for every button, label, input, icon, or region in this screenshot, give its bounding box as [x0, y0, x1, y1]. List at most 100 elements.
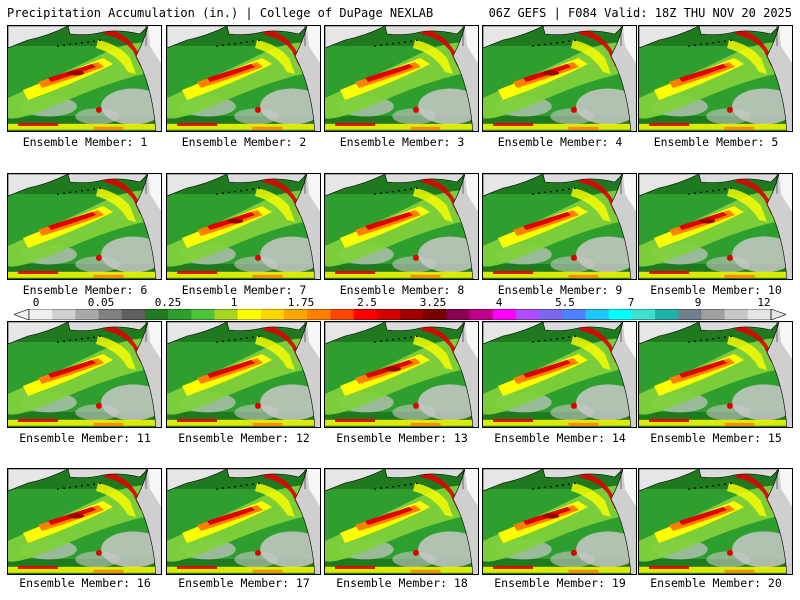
ensemble-member-caption: Ensemble Member: 6 [22, 283, 148, 297]
ensemble-member-caption: Ensemble Member: 17 [178, 576, 310, 590]
ensemble-map-panel [638, 468, 793, 575]
colorbar-tick-label: 3.25 [419, 296, 447, 309]
colorbar-tick-label: 1 [230, 296, 238, 309]
colorbar-swatch [284, 309, 308, 320]
colorbar-swatch [747, 309, 772, 320]
ensemble-map-panel [482, 173, 637, 280]
colorbar-swatch [144, 309, 169, 320]
ensemble-member-caption: Ensemble Member: 18 [336, 576, 468, 590]
ensemble-map-panel [324, 25, 479, 132]
ensemble-member-caption: Ensemble Member: 4 [497, 135, 623, 149]
colorbar-swatch [75, 309, 100, 320]
precipitation-map [639, 174, 792, 279]
precipitation-map [167, 469, 320, 574]
precipitation-map [639, 322, 792, 427]
colorbar-min-arrow [14, 309, 30, 320]
colorbar-swatch [307, 309, 331, 320]
ensemble-member-caption: Ensemble Member: 2 [181, 135, 307, 149]
ensemble-member-caption: Ensemble Member: 13 [336, 431, 468, 445]
ensemble-member-caption: Ensemble Member: 1 [22, 135, 148, 149]
colorbar-swatch [631, 309, 656, 320]
precipitation-map [167, 322, 320, 427]
colorbar-swatch [724, 309, 749, 320]
colorbar-swatch [655, 309, 679, 320]
colorbar-tick-label: 0.25 [154, 296, 182, 309]
precipitation-map [8, 322, 161, 427]
colorbar-swatch [423, 309, 447, 320]
colorbar-swatch [701, 309, 726, 320]
colorbar-swatch [400, 309, 424, 320]
ensemble-map-panel [166, 173, 321, 280]
ensemble-map-panel [7, 25, 162, 132]
precipitation-map [167, 174, 320, 279]
colorbar-swatch [446, 309, 471, 320]
model-run-info: 06Z GEFS | F084 Valid: 18Z THU NOV 20 20… [488, 6, 792, 20]
colorbar-swatch [562, 309, 586, 320]
precipitation-map [325, 174, 478, 279]
precipitation-map [483, 469, 636, 574]
ensemble-map-panel [166, 25, 321, 132]
ensemble-member-caption: Ensemble Member: 12 [178, 431, 310, 445]
ensemble-map-panel [324, 173, 479, 280]
precipitation-map [325, 469, 478, 574]
colorbar-swatch [608, 309, 633, 320]
colorbar-swatch [29, 309, 53, 320]
colorbar-swatch [539, 309, 563, 320]
colorbar-swatch [98, 309, 123, 320]
colorbar-swatch [237, 309, 262, 320]
precipitation-map [483, 322, 636, 427]
ensemble-member-caption: Ensemble Member: 7 [181, 283, 307, 297]
ensemble-map-panel [482, 25, 637, 132]
ensemble-member-caption: Ensemble Member: 5 [653, 135, 779, 149]
precipitation-map [325, 26, 478, 131]
colorbar-swatch [191, 309, 215, 320]
ensemble-map-panel [166, 321, 321, 428]
ensemble-map-panel [638, 173, 793, 280]
precipitation-colorbar [14, 309, 786, 320]
ensemble-member-caption: Ensemble Member: 20 [650, 576, 782, 590]
ensemble-map-panel [324, 468, 479, 575]
ensemble-member-caption: Ensemble Member: 14 [494, 431, 626, 445]
ensemble-member-caption: Ensemble Member: 11 [19, 431, 151, 445]
ensemble-member-caption: Ensemble Member: 10 [650, 283, 782, 297]
precipitation-map [325, 322, 478, 427]
colorbar-tick-label: 4 [495, 296, 503, 309]
colorbar-swatch [376, 309, 401, 320]
colorbar-swatch [492, 309, 517, 320]
colorbar-swatch [330, 309, 355, 320]
ensemble-map-panel [638, 321, 793, 428]
ensemble-member-caption: Ensemble Member: 16 [19, 576, 151, 590]
colorbar-max-arrow [770, 309, 786, 320]
colorbar-swatch [168, 309, 192, 320]
precipitation-map [639, 26, 792, 131]
precipitation-map [8, 26, 161, 131]
precipitation-map [483, 26, 636, 131]
ensemble-map-panel [638, 25, 793, 132]
ensemble-member-caption: Ensemble Member: 3 [339, 135, 465, 149]
colorbar-swatch [585, 309, 610, 320]
ensemble-member-caption: Ensemble Member: 19 [494, 576, 626, 590]
colorbar-tick-label: 0 [32, 296, 40, 309]
ensemble-map-panel [166, 468, 321, 575]
colorbar-tick-label: 0.05 [87, 296, 115, 309]
ensemble-map-panel [7, 173, 162, 280]
colorbar-tick-label: 9 [694, 296, 702, 309]
precipitation-map [167, 26, 320, 131]
precipitation-map [483, 174, 636, 279]
colorbar-swatch [214, 309, 239, 320]
colorbar-swatch [353, 309, 378, 320]
ensemble-map-panel [482, 468, 637, 575]
ensemble-map-panel [7, 321, 162, 428]
ensemble-member-caption: Ensemble Member: 15 [650, 431, 782, 445]
chart-title: Precipitation Accumulation (in.) | Colle… [7, 6, 434, 20]
precipitation-map [8, 174, 161, 279]
ensemble-map-panel [482, 321, 637, 428]
colorbar-tick-label: 7 [627, 296, 635, 309]
colorbar-tick-label: 1.75 [287, 296, 315, 309]
colorbar-swatch [121, 309, 146, 320]
colorbar-tick-label: 5.5 [555, 296, 575, 309]
ensemble-member-caption: Ensemble Member: 9 [497, 283, 623, 297]
colorbar-swatch [260, 309, 285, 320]
precipitation-map [8, 469, 161, 574]
colorbar-tick-label: 12 [757, 296, 771, 309]
